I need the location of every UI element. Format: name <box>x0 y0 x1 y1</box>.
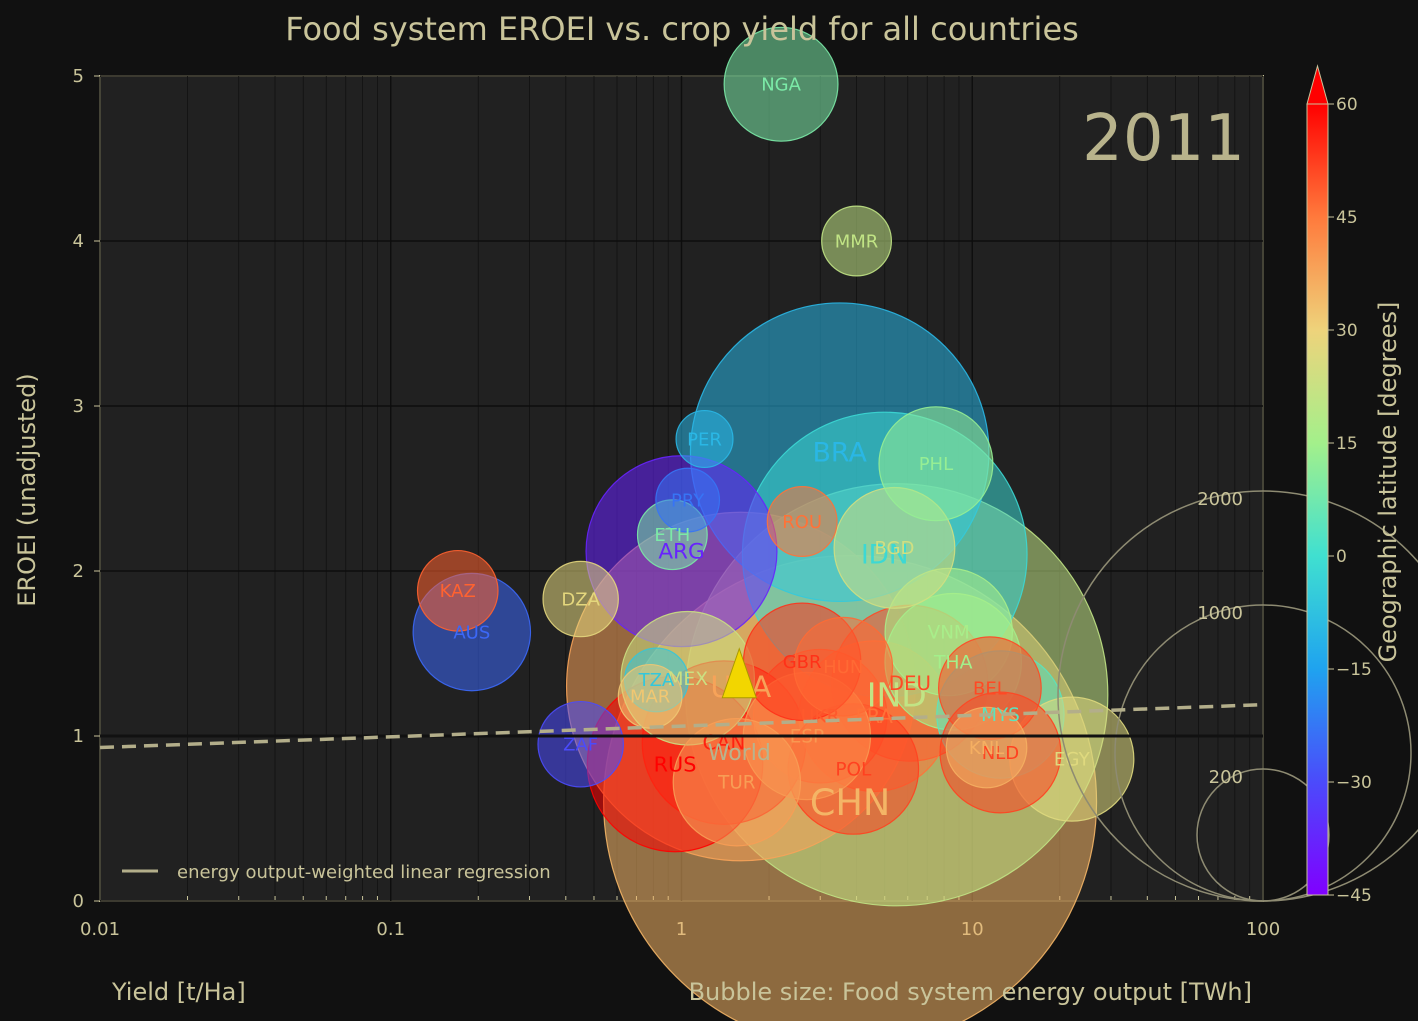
bubble-nga <box>723 26 839 142</box>
bubble-label-rus: RUS <box>654 752 697 776</box>
y-tick-label: 5 <box>73 66 84 87</box>
bubble-knl <box>945 706 1028 789</box>
bubble-label-eth: ETH <box>654 525 690 546</box>
bubble-label-ind: IND <box>867 675 927 714</box>
x-tick-label: 100 <box>1246 919 1280 940</box>
bubble-label-fra: FRA <box>856 705 894 728</box>
bubble-label-tza: TZA <box>638 670 675 691</box>
bubble-label-vnm: VNM <box>928 622 970 643</box>
y-tick-label: 3 <box>73 396 84 417</box>
colorbar-tick-label: 60 <box>1336 95 1358 115</box>
world-marker <box>721 647 757 699</box>
x-tick-label: 0.01 <box>80 919 120 940</box>
bubble-label-egy: EGY <box>1054 749 1091 770</box>
bubble-label-bra: BRA <box>812 438 867 469</box>
bubble-label-pol: POL <box>835 759 872 780</box>
bubble-label-nga: NGA <box>761 75 801 96</box>
bubble-label-bel: BEL <box>973 678 1007 699</box>
world-label: World <box>708 741 771 766</box>
bubble-kaz <box>416 549 499 632</box>
bubble-labels: CHNINDUSABRAIDNARGRUSCANFRADEUTHAVNMMYSN… <box>440 75 1091 824</box>
bubble-tur <box>672 717 802 847</box>
y-tick-label: 2 <box>73 561 84 582</box>
colorbar-tick-label: −15 <box>1336 660 1372 680</box>
bubble-label-ukr: UKR <box>801 707 840 728</box>
x-tick-label: 0.1 <box>376 919 405 940</box>
bubble-label-chn: CHN <box>810 781 891 824</box>
bubble-label-kaz: KAZ <box>440 581 476 602</box>
bubble-dza <box>542 560 619 638</box>
size-legend-label: 2000 <box>1197 489 1243 510</box>
bubble-rou <box>766 486 838 557</box>
size-legend-label: 1000 <box>1197 603 1243 624</box>
colorbar-tick-label: −45 <box>1336 886 1372 906</box>
bubble-label-mar: MAR <box>630 687 670 708</box>
colorbar <box>1306 64 1329 896</box>
bubble-label-mex: MEX <box>667 669 708 690</box>
bubble-label-arg: ARG <box>658 540 704 565</box>
chart-title: Food system EROEI vs. crop yield for all… <box>285 10 1079 48</box>
size-legend-label: 200 <box>1209 767 1243 788</box>
bubble-label-pry: PRY <box>671 490 705 511</box>
year-label: 2011 <box>1082 102 1245 176</box>
colorbar-tick-label: 15 <box>1336 434 1358 454</box>
bubbles <box>412 26 1135 1021</box>
bubble-pry <box>655 467 721 533</box>
bubble-label-aus: AUS <box>453 622 490 643</box>
colorbar-label: Geographic latitude [degrees] <box>1374 302 1402 663</box>
bubble-label-mmr: MMR <box>835 231 879 252</box>
colorbar-tick-label: 30 <box>1336 321 1358 341</box>
colorbar-gradient <box>1306 103 1329 896</box>
bubble-label-deu: DEU <box>889 672 931 695</box>
bubble-per <box>675 409 734 469</box>
regression-legend-label: energy output-weighted linear regression <box>177 862 551 883</box>
bubble-label-phl: PHL <box>919 454 953 475</box>
bubble-phl <box>878 406 994 522</box>
bubble-label-idn: IDN <box>861 541 909 571</box>
y-tick-label: 0 <box>73 891 84 912</box>
size-legend: 2000 1000 200 <box>1057 489 1418 902</box>
bubble-mmr <box>821 205 893 277</box>
bubble-label-zaf: ZAF <box>563 735 598 756</box>
overlay <box>99 702 1264 750</box>
size-legend-circle <box>1196 768 1330 902</box>
bubble-label-hun: HUN <box>823 657 863 678</box>
colorbar-extend-arrow <box>1306 64 1329 105</box>
bubble-label-per: PER <box>687 429 722 450</box>
x-axis-label: Yield [t/Ha] <box>111 978 246 1006</box>
y-tick-label: 4 <box>73 231 84 252</box>
bubble-zaf <box>537 700 624 788</box>
bubble-label-dza: DZA <box>561 589 600 610</box>
y-axis-label: EROEI (unadjusted) <box>13 373 41 606</box>
bubble-label-gbr: GBR <box>783 652 822 673</box>
colorbar-tick-label: 45 <box>1336 208 1358 228</box>
bubble-label-bgd: BGD <box>874 538 914 559</box>
bubble-label-tha: THA <box>933 652 973 673</box>
colorbar-tick-label: −30 <box>1336 773 1372 793</box>
colorbar-tick-label: 0 <box>1336 547 1347 567</box>
colorbar-ticks: −45 −30 −15 0 15 30 45 60 <box>1328 95 1372 906</box>
regression-line <box>99 702 1264 750</box>
bubble-label-tur: TUR <box>717 773 756 794</box>
bubble-label-mys: MYS <box>981 705 1020 726</box>
y-tick-label: 1 <box>73 726 84 747</box>
bubble-label-nld: NLD <box>982 743 1019 764</box>
bubble-hun <box>793 616 894 717</box>
bubble-label-rou: ROU <box>782 512 822 533</box>
bubble-label-knl: KNL <box>969 738 1004 759</box>
size-label: Bubble size: Food system energy output [… <box>689 978 1252 1006</box>
